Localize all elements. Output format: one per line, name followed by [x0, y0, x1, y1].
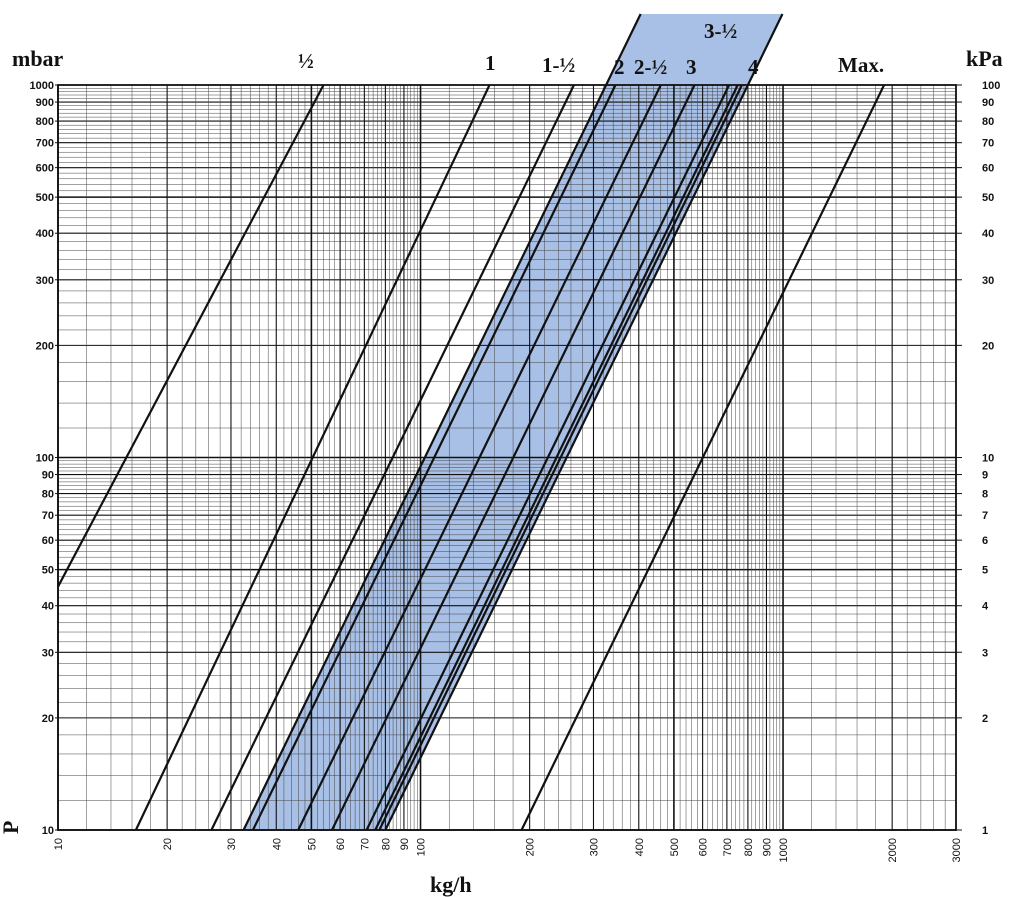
- y-tick-label-left: 700: [36, 138, 54, 150]
- series-line-2: [242, 84, 608, 831]
- series-label-Max: Max.: [838, 53, 884, 77]
- y-tick-label-left: 1000: [30, 80, 54, 92]
- series-line-3: [331, 84, 696, 831]
- series-line-unnamed-4: [251, 84, 617, 831]
- x-tick-label: 20: [162, 838, 174, 850]
- series-label-3: 3: [686, 55, 697, 79]
- series-line-2: [297, 84, 662, 831]
- y-tick-label-left: 40: [42, 601, 54, 613]
- y-tick-label-right: 50: [982, 192, 994, 204]
- y-tick-label-left: 20: [42, 713, 54, 725]
- x-tick-label: 30: [226, 838, 238, 850]
- grid-layer: [57, 85, 957, 831]
- y-tick-label-left: 70: [42, 510, 54, 522]
- y-tick-label-right: 70: [982, 138, 994, 150]
- band-edge-extension: [746, 13, 784, 86]
- y-tick-label-right: 9: [982, 470, 988, 482]
- series-label-1: 1: [485, 51, 496, 75]
- left-axis-title: mbar: [12, 46, 64, 71]
- y-tick-label-left: 30: [42, 647, 54, 659]
- tick-label-layer: 10 20 30 40 50 60 70 80 90 100 200 300 400 500 600 700 8…: [30, 80, 1001, 862]
- series-layer: [57, 13, 886, 831]
- series-label-2: 2-½: [634, 55, 667, 79]
- right-axis-title: kPa: [966, 46, 1003, 71]
- y-tick-label-right: 1: [982, 825, 988, 837]
- y-tick-label-left: 50: [42, 565, 54, 577]
- y-tick-label-right: 4: [982, 601, 989, 613]
- side-axis-title: P: [0, 821, 23, 834]
- x-tick-label: 80: [380, 838, 392, 850]
- y-tick-label-left: 200: [36, 340, 54, 352]
- x-tick-label: 1000: [778, 838, 790, 862]
- series-label-4: 4: [748, 55, 759, 79]
- x-tick-label: 60: [335, 838, 347, 850]
- x-tick-label: 3000: [951, 838, 963, 862]
- y-tick-label-left: 500: [36, 192, 54, 204]
- y-tick-label-right: 90: [982, 97, 994, 109]
- y-tick-label-left: 80: [42, 489, 54, 501]
- y-tick-label-left: 300: [36, 275, 54, 287]
- x-tick-label: 70: [359, 838, 371, 850]
- x-tick-label: 200: [525, 838, 537, 856]
- series-label-3: 3-½: [704, 19, 737, 43]
- series-line-1: [134, 84, 491, 831]
- series-line-Max: [520, 84, 886, 831]
- x-tick-label: 300: [588, 838, 600, 856]
- x-axis-title: kg/h: [430, 872, 472, 897]
- x-tick-label: 40: [271, 838, 283, 850]
- x-tick-label: 50: [306, 838, 318, 850]
- x-tick-label: 500: [669, 838, 681, 856]
- x-tick-label: 400: [634, 838, 646, 856]
- series-label-half: ½: [298, 49, 314, 73]
- y-tick-label-left: 60: [42, 535, 54, 547]
- y-tick-label-left: 100: [36, 453, 54, 465]
- y-tick-label-right: 8: [982, 489, 988, 501]
- x-tick-label: 90: [399, 838, 411, 850]
- y-tick-label-right: 30: [982, 275, 994, 287]
- y-tick-label-left: 400: [36, 228, 54, 240]
- series-label-layer: ½ 1 1-½ 2 2-½ 3 3-½ 4 Max.: [298, 19, 884, 79]
- x-tick-label: 900: [761, 838, 773, 856]
- series-line-unnamed-7: [365, 84, 731, 831]
- y-tick-label-left: 600: [36, 163, 54, 175]
- y-tick-label-right: 7: [982, 510, 988, 522]
- x-tick-label: 100: [416, 838, 428, 856]
- y-tick-label-right: 20: [982, 340, 994, 352]
- y-tick-label-right: 6: [982, 535, 988, 547]
- series-line-s0: [57, 84, 325, 588]
- y-tick-label-right: 100: [982, 80, 1000, 92]
- y-tick-label-right: 80: [982, 116, 994, 128]
- series-label-1: 1-½: [542, 53, 575, 77]
- y-tick-label-left: 90: [42, 470, 54, 482]
- x-tick-label: 700: [722, 838, 734, 856]
- y-tick-label-left: 900: [36, 97, 54, 109]
- y-tick-label-left: 800: [36, 116, 54, 128]
- x-tick-label: 800: [743, 838, 755, 856]
- series-line-1: [210, 84, 575, 831]
- series-label-2: 2: [614, 55, 625, 79]
- band-edge-extension: [605, 13, 642, 86]
- y-tick-label-right: 40: [982, 228, 994, 240]
- y-tick-label-right: 5: [982, 565, 988, 577]
- y-tick-label-right: 3: [982, 647, 988, 659]
- y-tick-label-right: 10: [982, 453, 994, 465]
- x-tick-label: 600: [698, 838, 710, 856]
- y-tick-label-right: 60: [982, 163, 994, 175]
- x-tick-label: 10: [53, 838, 65, 850]
- series-line-3: [374, 84, 739, 831]
- series-line-4: [384, 84, 749, 831]
- series-line-unnamed-9: [378, 84, 743, 831]
- y-tick-label-right: 2: [982, 713, 988, 725]
- x-tick-label: 2000: [887, 838, 899, 862]
- y-tick-label-left: 10: [42, 825, 54, 837]
